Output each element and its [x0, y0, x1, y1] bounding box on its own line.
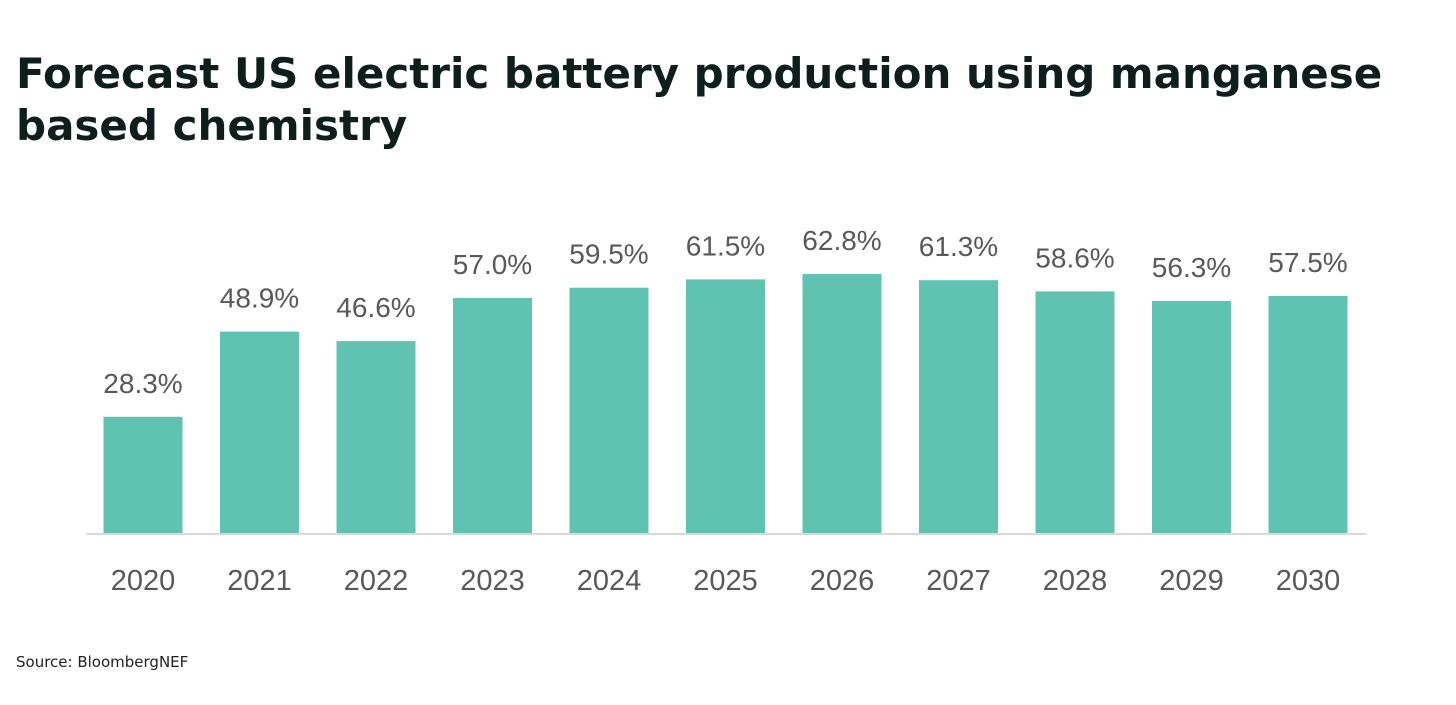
data-label-2030: 57.5% — [1268, 247, 1347, 278]
x-tick-label-2026: 2026 — [810, 565, 875, 597]
chart-title: Forecast US electric battery production … — [16, 49, 1383, 150]
x-tick-label-2024: 2024 — [577, 565, 642, 597]
x-tick-label-2028: 2028 — [1043, 565, 1108, 597]
bar-2027 — [919, 280, 998, 534]
bar-2030 — [1268, 296, 1348, 534]
bar-2023 — [453, 298, 532, 534]
bar-2021 — [220, 331, 299, 534]
data-label-2027: 61.3% — [919, 231, 998, 262]
x-tick-labels-group: 2020 2021 2022 2023 2024 2025 2026 2027 2028 2029… — [111, 565, 1341, 597]
bar-2028 — [1035, 291, 1115, 534]
bar-2024 — [569, 287, 649, 534]
bar-2020 — [103, 416, 183, 534]
x-tick-label-2030: 2030 — [1276, 565, 1341, 597]
bar-2022 — [336, 341, 416, 534]
data-label-2022: 46.6% — [336, 292, 415, 323]
data-label-2029: 56.3% — [1152, 252, 1231, 283]
data-label-2028: 58.6% — [1035, 242, 1114, 273]
bar-2029 — [1152, 300, 1231, 534]
x-tick-label-2027: 2027 — [926, 565, 991, 597]
data-label-2020: 28.3% — [103, 368, 182, 399]
data-label-2021: 48.9% — [220, 283, 299, 314]
bars-group — [103, 274, 1348, 534]
bar-2025 — [686, 279, 765, 534]
source-note: Source: BloombergNEF — [16, 653, 189, 671]
data-label-2024: 59.5% — [569, 239, 648, 270]
x-tick-label-2023: 2023 — [460, 565, 525, 597]
x-tick-label-2020: 2020 — [111, 565, 176, 597]
x-tick-label-2021: 2021 — [227, 565, 292, 597]
data-label-2025: 61.5% — [686, 230, 765, 261]
data-label-2026: 62.8% — [802, 225, 881, 256]
x-tick-label-2029: 2029 — [1159, 565, 1224, 597]
x-tick-label-2022: 2022 — [344, 565, 409, 597]
data-label-2023: 57.0% — [453, 249, 532, 280]
bar-2026 — [802, 274, 882, 534]
x-tick-label-2025: 2025 — [693, 565, 758, 597]
data-labels-group: 28.3% 48.9% 46.6% 57.0% 59.5% 61.5% 62.8% 61.3%… — [103, 225, 1347, 399]
